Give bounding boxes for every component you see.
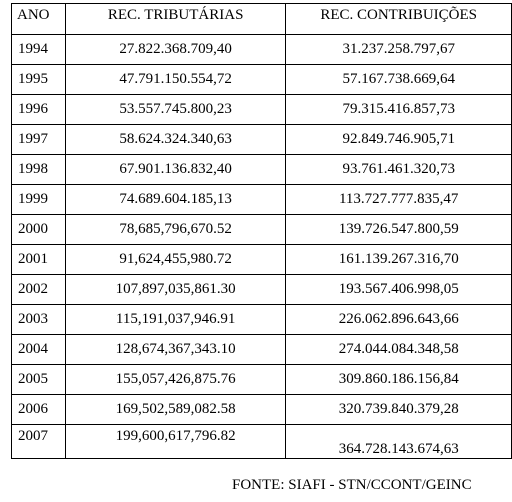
cell-rec-tributarias: 169,502,589,082.58 <box>64 394 287 425</box>
cell-rec-contribuicoes: 93.761.461.320,73 <box>285 154 512 185</box>
cell-rec-contribuicoes: 113.727.777.835,47 <box>285 184 512 215</box>
cell-rec-contribuicoes: 31.237.258.797,67 <box>285 34 512 65</box>
cell-ano: 1999 <box>11 184 66 215</box>
cell-rec-tributarias: 53.557.745.800,23 <box>64 94 287 125</box>
cell-ano: 2003 <box>11 304 66 335</box>
cell-ano: 2007 <box>11 424 66 459</box>
cell-ano: 2004 <box>11 334 66 365</box>
cell-ano: 2006 <box>11 394 66 425</box>
cell-rec-tributarias: 74.689.604.185,13 <box>64 184 287 215</box>
cell-rec-tributarias: 78,685,796,670.52 <box>64 214 287 245</box>
cell-rec-contribuicoes: 193.567.406.998,05 <box>285 274 512 305</box>
cell-rec-tributarias: 47.791.150.554,72 <box>64 64 287 95</box>
cell-ano: 1995 <box>11 64 66 95</box>
revenue-table-body: ANO REC. TRIBUTÁRIAS REC. CONTRIBUIÇÕES … <box>11 3 512 459</box>
header-rec-tributarias: REC. TRIBUTÁRIAS <box>64 3 287 35</box>
cell-rec-contribuicoes: 161.139.267.316,70 <box>285 244 512 275</box>
cell-ano: 1996 <box>11 94 66 125</box>
table-row: 1999 74.689.604.185,13 113.727.777.835,47 <box>11 184 512 215</box>
cell-rec-contribuicoes: 79.315.416.857,73 <box>285 94 512 125</box>
cell-rec-tributarias: 128,674,367,343.10 <box>64 334 287 365</box>
cell-ano: 2000 <box>11 214 66 245</box>
cell-ano: 1994 <box>11 34 66 65</box>
table-row: 1994 27.822.368.709,40 31.237.258.797,67 <box>11 34 512 65</box>
table-row: 2006 169,502,589,082.58 320.739.840.379,28 <box>11 394 512 425</box>
cell-rec-tributarias: 199,600,617,796.82 <box>64 424 287 459</box>
cell-rec-tributarias: 67.901.136.832,40 <box>64 154 287 185</box>
cell-ano: 2002 <box>11 274 66 305</box>
cell-rec-contribuicoes: 57.167.738.669,64 <box>285 64 512 95</box>
cell-rec-contribuicoes: 274.044.084.348,58 <box>285 334 512 365</box>
table-row: 2002 107,897,035,861.30 193.567.406.998,05 <box>11 274 512 305</box>
cell-rec-contribuicoes: 92.849.746.905,71 <box>285 124 512 155</box>
table-row: 2000 78,685,796,670.52 139.726.547.800,59 <box>11 214 512 245</box>
header-ano: ANO <box>11 3 66 35</box>
table-row: 1995 47.791.150.554,72 57.167.738.669,64 <box>11 64 512 95</box>
cell-rec-tributarias: 91,624,455,980.72 <box>64 244 287 275</box>
cell-rec-tributarias: 115,191,037,946.91 <box>64 304 287 335</box>
source-note: FONTE: SIAFI - STN/CCONT/GEINC <box>232 477 472 493</box>
table-row: 2003 115,191,037,946.91 226.062.896.643,66 <box>11 304 512 335</box>
header-rec-contribuicoes: REC. CONTRIBUIÇÕES <box>285 3 512 35</box>
table-row: 1998 67.901.136.832,40 93.761.461.320,73 <box>11 154 512 185</box>
header-row: ANO REC. TRIBUTÁRIAS REC. CONTRIBUIÇÕES <box>11 3 512 35</box>
revenue-table: ANO REC. TRIBUTÁRIAS REC. CONTRIBUIÇÕES … <box>11 3 512 459</box>
cell-rec-tributarias: 27.822.368.709,40 <box>64 34 287 65</box>
cell-ano: 2001 <box>11 244 66 275</box>
cell-rec-contribuicoes: 364.728.143.674,63 <box>285 424 512 459</box>
cell-rec-contribuicoes: 309.860.186.156,84 <box>285 364 512 395</box>
table-row: 2005 155,057,426,875.76 309.860.186.156,84 <box>11 364 512 395</box>
cell-rec-contribuicoes: 226.062.896.643,66 <box>285 304 512 335</box>
table-row: 2001 91,624,455,980.72 161.139.267.316,70 <box>11 244 512 275</box>
table-row: 1996 53.557.745.800,23 79.315.416.857,73 <box>11 94 512 125</box>
cell-rec-contribuicoes: 320.739.840.379,28 <box>285 394 512 425</box>
cell-ano: 1997 <box>11 124 66 155</box>
cell-ano: 2005 <box>11 364 66 395</box>
cell-rec-tributarias: 107,897,035,861.30 <box>64 274 287 305</box>
cell-ano: 1998 <box>11 154 66 185</box>
table-row: 1997 58.624.324.340,63 92.849.746.905,71 <box>11 124 512 155</box>
table-row: 2007 199,600,617,796.82 364.728.143.674,63 <box>11 424 512 459</box>
cell-rec-tributarias: 58.624.324.340,63 <box>64 124 287 155</box>
cell-rec-contribuicoes: 139.726.547.800,59 <box>285 214 512 245</box>
table-row: 2004 128,674,367,343.10 274.044.084.348,58 <box>11 334 512 365</box>
cell-rec-tributarias: 155,057,426,875.76 <box>64 364 287 395</box>
